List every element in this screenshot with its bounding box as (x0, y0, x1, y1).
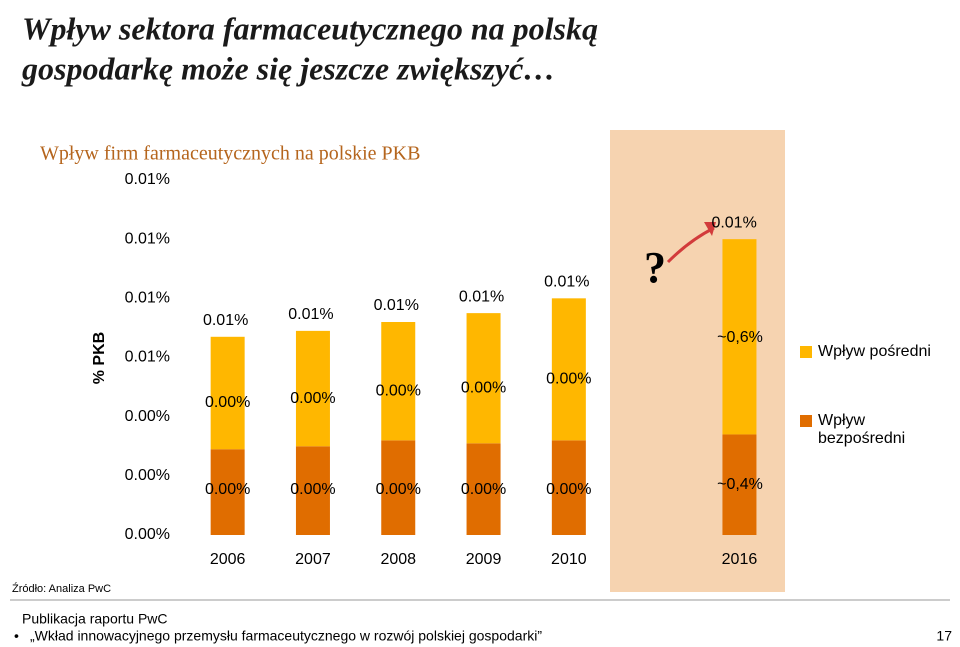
bar-segment (210, 336, 245, 450)
data-label: 0.00% (461, 481, 506, 498)
bar-segment (381, 322, 416, 441)
bar-segment (722, 434, 757, 535)
source: Źródło: Analiza PwC (12, 582, 111, 595)
total-label: 0.01% (711, 214, 756, 231)
bar-segment (551, 440, 586, 535)
total-label: 0.01% (544, 274, 589, 291)
y-tick-label: 0.00% (125, 526, 170, 543)
x-tick-label: 2016 (722, 551, 758, 568)
footer-publication: Publikacja raportu PwC (22, 611, 168, 627)
x-tick-label: 2008 (380, 551, 416, 568)
annotation: ~0,4% (717, 476, 763, 493)
arrow-head (704, 222, 716, 236)
bar-segment (466, 443, 501, 535)
y-tick-label: 0.00% (125, 408, 170, 425)
slide-title: gospodarkę może się jeszcze zwiększyć… (21, 50, 555, 86)
page-number: 17 (936, 628, 952, 644)
y-tick-label: 0.01% (125, 349, 170, 366)
legend-swatch (800, 415, 812, 427)
chart-title: Wpływ firm farmaceutycznych na polskie P… (40, 143, 420, 165)
bar-segment (210, 449, 245, 535)
x-tick-label: 2007 (295, 551, 331, 568)
y-tick-label: 0.01% (125, 230, 170, 247)
legend-label: Wpływ bezpośredni (818, 412, 906, 447)
footer-report: „Wkład innowacyjnego przemysłu farmaceut… (30, 628, 542, 644)
legend-label: Wpływ pośredni (818, 343, 931, 360)
total-label: 0.01% (459, 288, 504, 305)
legend-item: Wpływ pośredni (800, 343, 940, 361)
bar-segment (295, 330, 330, 447)
bar-segment (551, 298, 586, 441)
x-tick-label: 2006 (210, 551, 246, 568)
highlight-area (610, 130, 785, 592)
data-label: 0.00% (205, 394, 250, 411)
x-tick-label: 2010 (551, 551, 587, 568)
data-label: 0.00% (546, 481, 591, 498)
slide-title: Wpływ sektora farmaceutycznego na polską (22, 10, 598, 46)
legend-swatch (800, 346, 812, 358)
data-label: 0.00% (376, 382, 421, 399)
y-tick-label: 0.01% (125, 290, 170, 307)
bullet: • (14, 628, 19, 644)
data-label: 0.00% (546, 371, 591, 388)
total-label: 0.01% (374, 297, 419, 314)
y-tick-label: 0.00% (125, 467, 170, 484)
bar-segment (381, 440, 416, 535)
total-label: 0.01% (203, 312, 248, 329)
annotation: ~0,6% (717, 329, 763, 346)
data-label: 0.00% (290, 481, 335, 498)
x-tick-label: 2009 (466, 551, 502, 568)
bar-segment (295, 446, 330, 535)
legend-item: Wpływ bezpośredni (800, 412, 940, 448)
annotation: ? (644, 243, 666, 292)
data-label: 0.00% (290, 390, 335, 407)
data-label: 0.00% (205, 481, 250, 498)
data-label: 0.00% (376, 481, 421, 498)
total-label: 0.01% (288, 306, 333, 323)
bar-segment (466, 313, 501, 444)
y-axis-label: % PKB (91, 332, 108, 384)
bar-segment (722, 239, 757, 435)
data-label: 0.00% (461, 379, 506, 396)
y-tick-label: 0.01% (125, 171, 170, 188)
